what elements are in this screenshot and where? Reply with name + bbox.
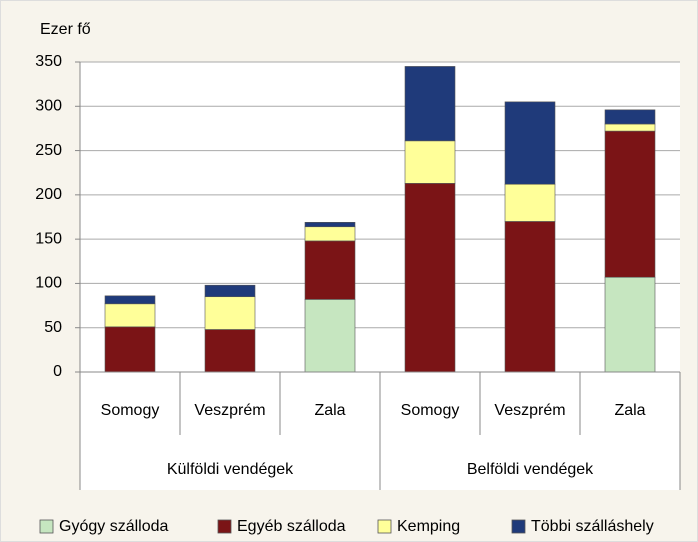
y-tick-label: 100 bbox=[35, 275, 62, 292]
y-tick-label: 200 bbox=[35, 186, 62, 203]
bar-segment bbox=[604, 276, 656, 373]
bar-segment bbox=[504, 101, 556, 185]
y-tick-label: 150 bbox=[35, 230, 62, 247]
y-tick-label: 0 bbox=[53, 363, 62, 380]
legend-swatch bbox=[511, 519, 526, 534]
legend-label: Egyéb szálloda bbox=[237, 518, 346, 535]
bar-segment bbox=[104, 326, 156, 373]
bar-segment bbox=[304, 226, 356, 242]
legend-label: Kemping bbox=[397, 518, 460, 535]
bar-segment bbox=[404, 66, 456, 142]
bar-segment bbox=[404, 183, 456, 373]
bar-segment bbox=[304, 240, 356, 300]
x-tick-label: Veszprém bbox=[194, 402, 265, 419]
bar-segment bbox=[104, 295, 156, 305]
y-tick-label: 50 bbox=[44, 319, 62, 336]
bar-segment bbox=[104, 303, 156, 328]
bar-segment bbox=[404, 140, 456, 184]
y-tick-label: 250 bbox=[35, 142, 62, 159]
bar-segment bbox=[204, 329, 256, 373]
legend-swatch bbox=[39, 519, 54, 534]
legend-label: Többi szálláshely bbox=[531, 518, 654, 535]
legend-swatch bbox=[377, 519, 392, 534]
group-label: Belföldi vendégek bbox=[467, 461, 594, 478]
group-label: Külföldi vendégek bbox=[167, 461, 294, 478]
y-tick-label: 300 bbox=[35, 98, 62, 115]
x-tick-label: Zala bbox=[314, 402, 345, 419]
x-tick-label: Veszprém bbox=[494, 402, 565, 419]
bar-segment bbox=[304, 222, 356, 228]
y-tick-label: 350 bbox=[35, 53, 62, 70]
x-tick-label: Somogy bbox=[101, 402, 160, 419]
y-axis-title: Ezer fő bbox=[40, 21, 91, 38]
bar-segment bbox=[204, 296, 256, 330]
bar-segment bbox=[604, 123, 656, 132]
legend-swatch bbox=[217, 519, 232, 534]
bar-segment bbox=[204, 284, 256, 298]
legend-label: Gyógy szálloda bbox=[59, 518, 168, 535]
bar-segment bbox=[504, 183, 556, 222]
bar-segment bbox=[604, 109, 656, 125]
bar-segment bbox=[304, 299, 356, 373]
x-tick-label: Zala bbox=[614, 402, 645, 419]
bar-segment bbox=[504, 221, 556, 373]
bar-segment bbox=[604, 130, 656, 278]
x-tick-label: Somogy bbox=[401, 402, 460, 419]
